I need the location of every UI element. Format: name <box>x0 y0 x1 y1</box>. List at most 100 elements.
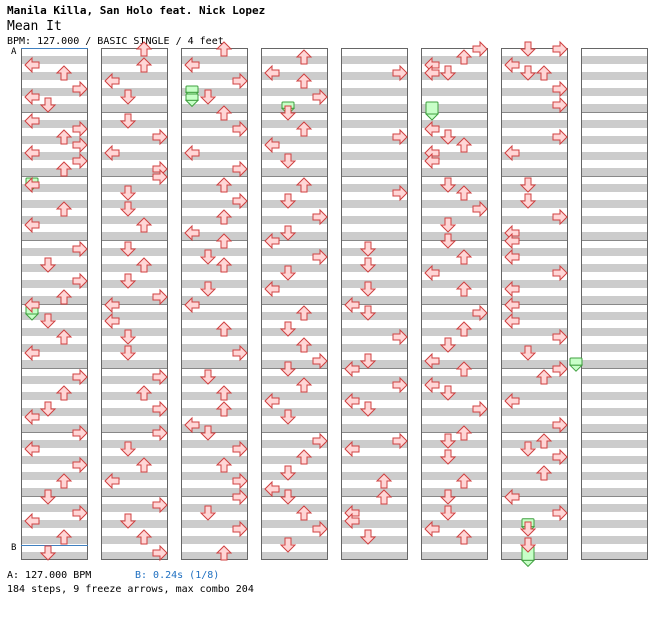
lane-stripe-white <box>341 480 408 488</box>
lane-stripe-gray <box>101 120 168 128</box>
lane-stripe-white <box>101 544 168 552</box>
lane-stripe-white <box>421 96 488 104</box>
lane-stripe-gray <box>501 408 568 416</box>
lane-stripe-gray <box>581 344 648 352</box>
left-arrow-icon <box>504 296 520 314</box>
lane-stripe-gray <box>101 184 168 192</box>
lane-stripe-white <box>581 288 648 296</box>
lane-stripe-white <box>341 224 408 232</box>
up-arrow-icon <box>55 201 73 217</box>
left-arrow-icon <box>424 352 440 370</box>
lane-stripe-gray <box>421 264 488 272</box>
freeze-tail-left <box>184 99 200 108</box>
lane-stripe-gray <box>421 536 488 544</box>
right-arrow-icon <box>232 344 248 362</box>
b-value: B: 0.24s (1/8) <box>135 570 220 581</box>
lane-stripe-white <box>261 368 328 376</box>
lane-stripe-white <box>341 256 408 264</box>
lane-stripe-white <box>261 64 328 72</box>
left-arrow-icon <box>184 224 200 242</box>
up-arrow-icon <box>55 289 73 305</box>
lane-stripe-gray <box>341 200 408 208</box>
lane-stripe-gray <box>101 472 168 480</box>
lane-stripe-gray <box>21 264 88 272</box>
lane-stripe-gray <box>581 200 648 208</box>
down-arrow-icon <box>519 345 537 361</box>
lane-stripe-white <box>341 352 408 360</box>
up-arrow-icon <box>535 369 553 385</box>
left-arrow-icon <box>424 64 440 82</box>
lane-stripe-gray <box>181 424 248 432</box>
lane-stripe-white <box>421 48 488 56</box>
lane-stripe-gray <box>21 536 88 544</box>
lane-stripe-white <box>101 384 168 392</box>
lane-stripe-gray <box>501 280 568 288</box>
lane-stripe-white <box>21 112 88 120</box>
down-arrow-icon <box>119 113 137 129</box>
lane-stripe-white <box>261 512 328 520</box>
lane-stripe-gray <box>261 456 328 464</box>
lane-stripe-white <box>261 128 328 136</box>
lane-stripe-white <box>21 176 88 184</box>
right-arrow-icon <box>232 488 248 506</box>
lane-stripe-gray <box>421 440 488 448</box>
lane-stripe-gray <box>421 344 488 352</box>
lane-stripe-white <box>21 384 88 392</box>
lane-stripe-white <box>21 336 88 344</box>
freeze-arrow-undefined <box>425 101 439 115</box>
lane-stripe-white <box>21 416 88 424</box>
lane-stripe-white <box>421 128 488 136</box>
lane-stripe-gray <box>101 264 168 272</box>
lane-stripe-gray <box>101 216 168 224</box>
lane-stripe-white <box>21 128 88 136</box>
left-arrow-icon <box>344 392 360 410</box>
lane-stripe-gray <box>261 264 328 272</box>
lane-stripe-gray <box>341 424 408 432</box>
lane-stripe-white <box>421 80 488 88</box>
lane-stripe-gray <box>181 344 248 352</box>
left-arrow-icon <box>24 440 40 458</box>
lane-stripe-gray <box>341 440 408 448</box>
lane-stripe-white <box>21 64 88 72</box>
lane-stripe-white <box>181 368 248 376</box>
lane-stripe-gray <box>501 456 568 464</box>
left-arrow-icon <box>184 144 200 162</box>
right-arrow-icon <box>392 184 408 202</box>
up-arrow-icon <box>295 121 313 137</box>
up-arrow-icon <box>295 49 313 65</box>
left-arrow-icon <box>104 144 120 162</box>
right-arrow-icon <box>72 152 88 170</box>
lane-stripe-gray <box>341 264 408 272</box>
right-arrow-icon <box>392 128 408 146</box>
lane-stripe-white <box>421 352 488 360</box>
lane-stripe-gray <box>501 392 568 400</box>
lane-stripe-gray <box>421 328 488 336</box>
lane-stripe-gray <box>581 184 648 192</box>
lane-stripe-white <box>581 224 648 232</box>
lane-stripe-gray <box>261 472 328 480</box>
down-arrow-icon <box>279 409 297 425</box>
lane-stripe-white <box>101 432 168 440</box>
right-arrow-icon <box>552 80 568 98</box>
lane-stripe-white <box>21 528 88 536</box>
lane-stripe-white <box>261 416 328 424</box>
lane-stripe-white <box>421 448 488 456</box>
right-arrow-icon <box>552 504 568 522</box>
lane-stripe-white <box>181 400 248 408</box>
lane-stripe-white <box>101 528 168 536</box>
lane-stripe-gray <box>101 152 168 160</box>
lane-stripe-white <box>581 464 648 472</box>
lane-stripe-gray <box>581 280 648 288</box>
lane-stripe-gray <box>181 136 248 144</box>
lane-stripe-white <box>181 256 248 264</box>
up-arrow-icon <box>455 185 473 201</box>
lane-stripe-gray <box>501 72 568 80</box>
down-arrow-icon <box>519 521 537 537</box>
up-arrow-icon <box>535 465 553 481</box>
lane-stripe-white <box>261 496 328 504</box>
lane-stripe-white <box>341 208 408 216</box>
lane-stripe-gray <box>501 328 568 336</box>
down-arrow-icon <box>439 233 457 249</box>
right-arrow-icon <box>152 544 168 562</box>
lane-stripe-white <box>581 496 648 504</box>
